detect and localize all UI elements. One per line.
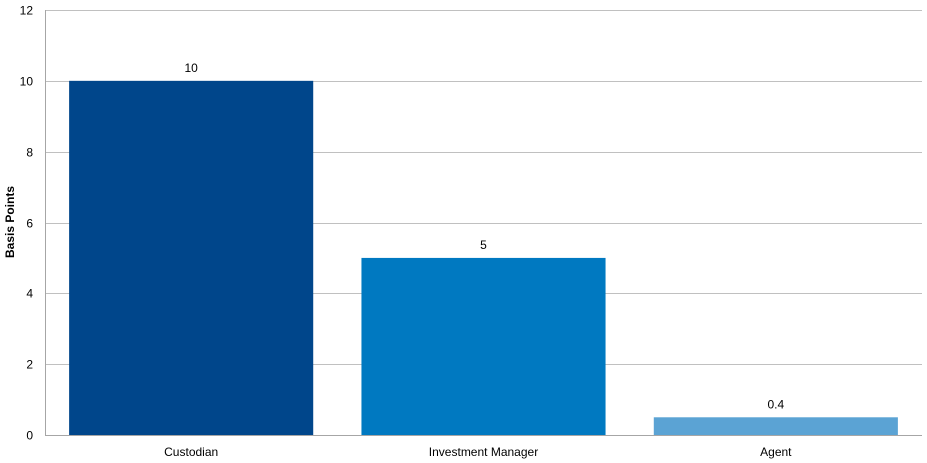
- y-tick-label: 10: [20, 75, 34, 89]
- y-tick-label: 6: [26, 217, 33, 231]
- axes: [45, 10, 922, 436]
- y-tick-label: 2: [26, 358, 33, 372]
- data-label: 10: [184, 61, 198, 75]
- data-label: 0.4: [767, 397, 784, 411]
- bars: [69, 80, 898, 435]
- y-axis-title: Basis Points: [3, 186, 17, 258]
- x-tick-label: Custodian: [164, 445, 218, 459]
- x-tick-label: Agent: [760, 445, 792, 459]
- data-label: 5: [480, 238, 487, 252]
- y-tick-label: 4: [26, 287, 33, 301]
- y-tick-label: 0: [26, 429, 33, 443]
- bar-agent: [653, 417, 898, 435]
- bar-investment-manager: [361, 257, 606, 435]
- bar-custodian: [69, 80, 314, 435]
- x-tick-label: Investment Manager: [429, 445, 538, 459]
- labels: 0 2 4 6 8 10 12 10 Custodian 5 Investment Manager 0…: [20, 4, 793, 460]
- y-tick-label: 12: [20, 4, 34, 18]
- y-tick-label: 8: [26, 146, 33, 160]
